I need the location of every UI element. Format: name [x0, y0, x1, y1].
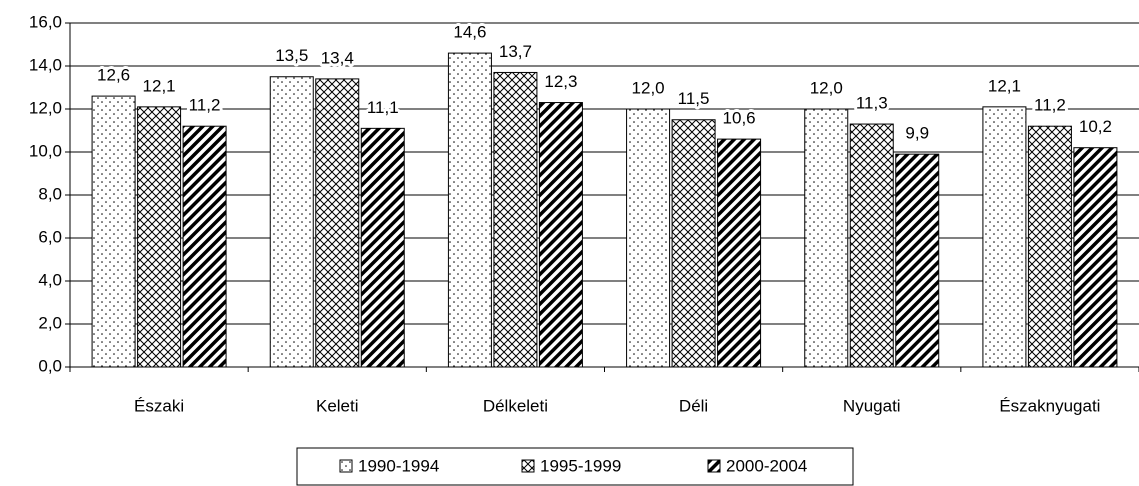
value-label: 12,1 — [988, 76, 1021, 95]
bar — [538, 102, 583, 368]
value-label: 12,3 — [544, 72, 577, 91]
value-label: 12,0 — [810, 78, 843, 97]
bar — [982, 106, 1027, 368]
value-label: 11,2 — [1034, 96, 1066, 115]
legend-label: 1995-1999 — [540, 456, 621, 475]
x-tick-label: Déli — [679, 396, 708, 415]
bar — [137, 106, 182, 368]
bar — [849, 123, 894, 368]
value-label: 14,6 — [453, 23, 486, 42]
value-label: 11,2 — [189, 96, 221, 115]
bar — [315, 78, 360, 368]
x-tick-label: Északnyugati — [999, 396, 1100, 415]
value-label: 12,0 — [632, 78, 665, 97]
y-tick-label: 4,0 — [38, 270, 62, 289]
y-tick-label: 16,0 — [29, 12, 62, 31]
legend-label: 2000-2004 — [726, 456, 807, 475]
x-tick-label: Északi — [134, 396, 184, 415]
bar — [804, 108, 849, 368]
bar — [360, 127, 405, 368]
value-label: 12,1 — [143, 76, 176, 95]
y-tick-label: 6,0 — [38, 227, 62, 246]
value-label: 9,9 — [905, 124, 929, 143]
value-label: 13,5 — [275, 46, 308, 65]
y-tick-label: 10,0 — [29, 141, 62, 160]
y-tick-label: 2,0 — [38, 313, 62, 332]
y-tick-label: 0,0 — [38, 356, 62, 375]
x-tick-label: Nyugati — [843, 396, 901, 415]
value-label: 12,6 — [97, 66, 130, 85]
bar — [493, 71, 538, 368]
bar — [91, 95, 136, 368]
value-label: 11,3 — [856, 94, 888, 113]
legend-label: 1990-1994 — [358, 456, 439, 475]
value-label: 13,7 — [499, 42, 532, 61]
bar — [626, 108, 671, 368]
bar — [1073, 147, 1118, 368]
bar — [1027, 125, 1072, 368]
legend-swatch — [707, 459, 721, 473]
value-label: 13,4 — [321, 48, 354, 67]
y-tick-label: 8,0 — [38, 184, 62, 203]
x-tick-label: Keleti — [316, 396, 359, 415]
legend-swatch — [339, 459, 353, 473]
legend-box — [296, 447, 854, 486]
bar — [895, 153, 940, 368]
value-label: 11,1 — [367, 98, 399, 117]
bar — [447, 52, 492, 368]
value-label: 10,2 — [1079, 117, 1112, 136]
x-tick-label: Délkeleti — [483, 396, 548, 415]
bar — [269, 76, 314, 368]
value-label: 10,6 — [723, 109, 756, 128]
bar — [717, 138, 762, 368]
y-tick-label: 12,0 — [29, 98, 62, 117]
value-label: 11,5 — [678, 89, 710, 108]
bar — [182, 125, 227, 368]
y-tick-label: 14,0 — [29, 55, 62, 74]
bar — [671, 119, 716, 368]
legend-swatch — [521, 459, 535, 473]
